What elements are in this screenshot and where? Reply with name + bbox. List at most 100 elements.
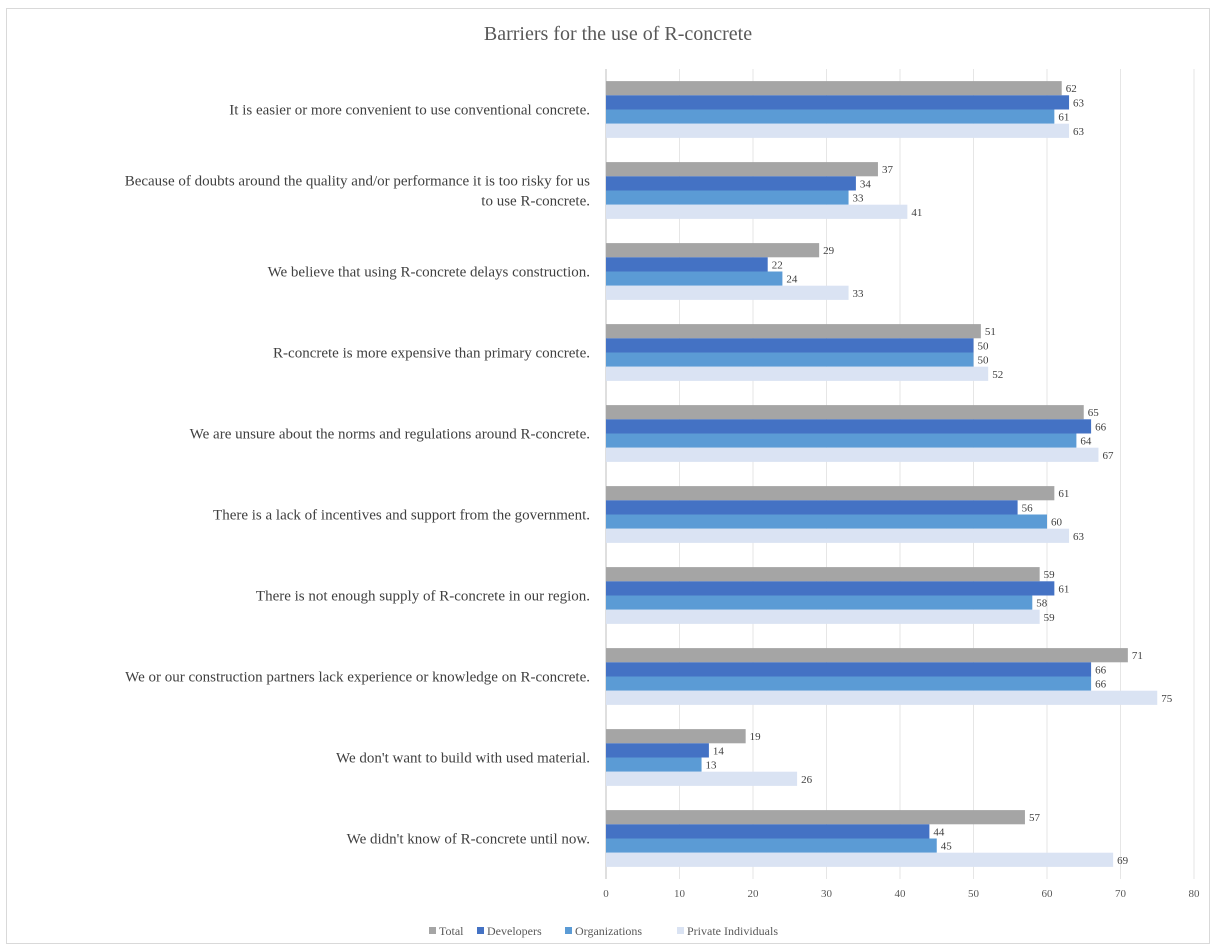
bar	[606, 771, 798, 786]
bar	[606, 95, 1070, 110]
data-label: 65	[1088, 407, 1100, 419]
legend-entry: Organizations	[575, 924, 642, 938]
data-label: 19	[750, 731, 762, 743]
bar	[606, 204, 908, 219]
bar	[606, 109, 1055, 124]
data-label: 56	[1022, 502, 1034, 514]
bar	[606, 447, 1099, 462]
data-label: 22	[772, 259, 783, 271]
bar	[606, 123, 1070, 138]
legend-entry: Total	[439, 924, 464, 938]
category-label: We believe that using R-concrete delays …	[268, 265, 590, 281]
bar	[606, 486, 1055, 501]
bar	[606, 405, 1084, 420]
bar	[606, 757, 702, 772]
bar	[606, 419, 1092, 434]
data-label: 62	[1066, 83, 1077, 95]
data-label: 63	[1073, 97, 1085, 109]
data-label: 50	[978, 340, 990, 352]
data-label: 37	[882, 164, 894, 176]
x-tick-label: 30	[821, 888, 833, 900]
data-label: 63	[1073, 531, 1085, 543]
bar	[606, 528, 1070, 543]
category-label: There is not enough supply of R-concrete…	[256, 589, 590, 605]
data-label: 34	[860, 178, 872, 190]
bar	[606, 190, 849, 205]
bar	[606, 838, 937, 853]
bar	[606, 514, 1047, 529]
data-label: 61	[1058, 112, 1069, 124]
category-label: R-concrete is more expensive than primar…	[273, 346, 590, 362]
data-label: 26	[801, 774, 813, 786]
x-tick-label: 80	[1189, 888, 1201, 900]
bar	[606, 662, 1092, 677]
data-label: 45	[941, 841, 953, 853]
data-label: 66	[1095, 421, 1107, 433]
data-label: 71	[1132, 650, 1143, 662]
bar	[606, 257, 768, 272]
category-label: We are unsure about the norms and regula…	[190, 427, 590, 443]
data-label: 75	[1161, 693, 1173, 705]
bar	[606, 338, 974, 353]
legend-swatch	[565, 927, 572, 934]
x-tick-label: 0	[603, 888, 609, 900]
data-label: 61	[1058, 583, 1069, 595]
bar	[606, 285, 849, 300]
bar	[606, 729, 746, 744]
category-label: to use R-concrete.	[481, 194, 590, 210]
bar-chart: Barriers for the use of R-concrete 62 63 6…	[125, 23, 1200, 938]
data-label: 29	[823, 245, 835, 257]
bar	[606, 595, 1033, 610]
legend-swatch	[677, 927, 684, 934]
data-label: 63	[1073, 126, 1085, 138]
bar	[606, 581, 1055, 596]
x-tick-label: 10	[674, 888, 686, 900]
bar	[606, 81, 1062, 96]
data-label: 66	[1095, 679, 1107, 691]
x-tick-label: 20	[748, 888, 760, 900]
category-label: There is a lack of incentives and suppor…	[213, 508, 590, 524]
data-label: 59	[1044, 612, 1056, 624]
bar	[606, 648, 1128, 663]
bar	[606, 810, 1025, 825]
x-tick-label: 40	[895, 888, 907, 900]
data-label: 59	[1044, 569, 1056, 581]
data-label: 51	[985, 326, 996, 338]
bar	[606, 176, 856, 191]
category-label: Because of doubts around the quality and…	[125, 174, 590, 190]
data-label: 50	[978, 355, 990, 367]
data-label: 13	[706, 760, 718, 772]
bar	[606, 609, 1040, 624]
bar	[606, 243, 820, 258]
data-label: 58	[1036, 598, 1048, 610]
bar	[606, 271, 783, 286]
category-label: We don't want to build with used materia…	[336, 751, 590, 767]
data-label: 69	[1117, 855, 1129, 867]
data-label: 41	[911, 207, 922, 219]
legend-swatch	[429, 927, 436, 934]
legend-entry: Private Individuals	[687, 924, 778, 938]
category-label: We or our construction partners lack exp…	[125, 670, 590, 686]
bar	[606, 852, 1114, 867]
bar	[606, 743, 709, 758]
data-label: 33	[853, 288, 865, 300]
data-label: 44	[933, 826, 945, 838]
data-label: 14	[713, 745, 725, 757]
chart-area: Barriers for the use of R-concrete 62 63 6…	[6, 8, 1210, 944]
legend-swatch	[477, 927, 484, 934]
bar	[606, 567, 1040, 582]
bar	[606, 352, 974, 367]
category-label: We didn't know of R-concrete until now.	[347, 832, 590, 848]
data-labels: 6263616337343341292224335150505265666467…	[706, 83, 1173, 867]
x-axis-ticks: 0 10 20 30 40 50 60 70 80	[603, 888, 1200, 900]
bars	[606, 81, 1158, 867]
bar	[606, 824, 930, 839]
data-label: 33	[853, 193, 865, 205]
bar	[606, 433, 1077, 448]
bar	[606, 366, 989, 381]
bar	[606, 676, 1092, 691]
data-label: 52	[992, 369, 1003, 381]
legend: Total Developers Organizations Private Indi…	[429, 924, 778, 938]
bar	[606, 500, 1018, 515]
data-label: 60	[1051, 517, 1063, 529]
